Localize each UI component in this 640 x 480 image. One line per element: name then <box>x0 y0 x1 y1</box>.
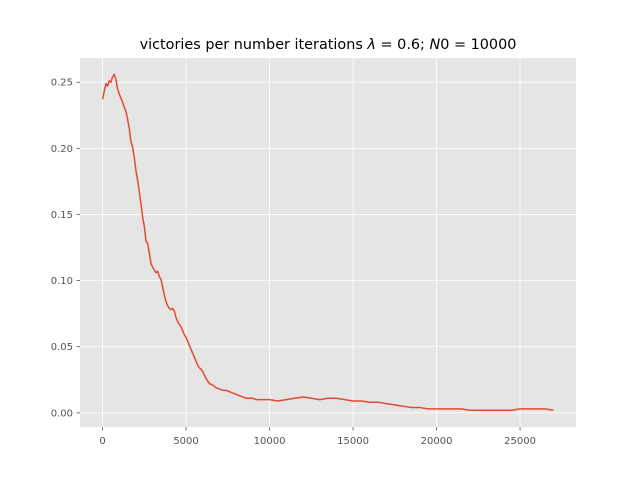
y-tick-label: 0.05 <box>51 342 73 353</box>
x-tick-label: 25000 <box>504 436 536 447</box>
y-tick-label: 0.10 <box>51 276 73 287</box>
x-tick-label: 15000 <box>337 436 369 447</box>
y-axis: 0.00 0.05 0.10 0.15 0.20 0.25 <box>51 78 80 419</box>
y-tick-label: 0.25 <box>51 78 73 89</box>
y-tick-label: 0.20 <box>51 144 73 155</box>
grid-lines <box>80 58 576 427</box>
chart-title: victories per number iterations λ = 0.6;… <box>140 37 517 53</box>
x-axis: 0 5000 10000 15000 20000 25000 <box>99 427 536 447</box>
plot-area <box>80 58 576 427</box>
x-tick-label: 10000 <box>254 436 286 447</box>
series-layer <box>101 73 554 411</box>
x-tick-label: 0 <box>99 436 105 447</box>
x-tick-label: 20000 <box>421 436 453 447</box>
series-line <box>101 73 554 411</box>
y-tick-label: 0.15 <box>51 210 73 221</box>
y-tick-label: 0.00 <box>51 408 73 419</box>
x-tick-label: 5000 <box>173 436 198 447</box>
